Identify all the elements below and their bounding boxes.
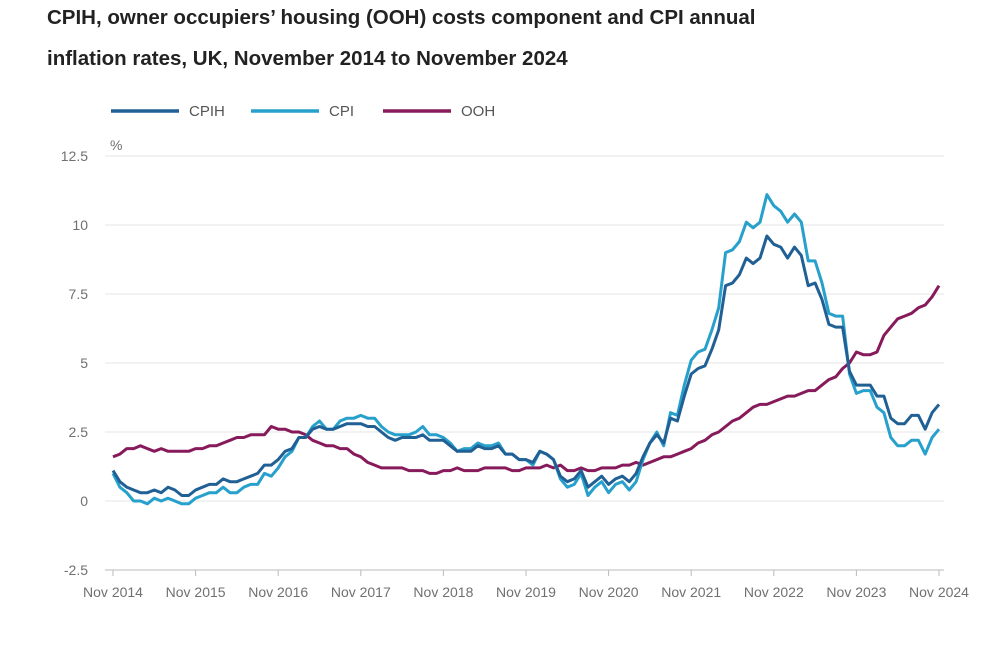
x-tick-label: Nov 2014 xyxy=(83,584,143,600)
y-tick-label: 12.5 xyxy=(61,148,88,164)
y-tick-label: 10 xyxy=(72,217,88,233)
y-tick-label: 7.5 xyxy=(69,286,89,302)
x-tick-label: Nov 2024 xyxy=(909,584,969,600)
y-tick-label: 2.5 xyxy=(69,424,89,440)
y-tick-label: 0 xyxy=(80,493,88,509)
x-tick-label: Nov 2023 xyxy=(826,584,886,600)
series-line-ooh xyxy=(112,284,941,475)
x-tick-label: Nov 2020 xyxy=(579,584,639,600)
series-line-cpih xyxy=(111,234,941,497)
x-tick-label: Nov 2017 xyxy=(331,584,391,600)
chart-title-line-1: CPIH, owner occupiers’ housing (OOH) cos… xyxy=(47,6,756,29)
x-tick-label: Nov 2016 xyxy=(248,584,308,600)
y-tick-label: -2.5 xyxy=(64,562,88,578)
legend-label-ooh: OOH xyxy=(461,103,495,120)
x-tick-label: Nov 2018 xyxy=(413,584,473,600)
legend-label-cpi: CPI xyxy=(329,103,354,120)
x-tick-label: Nov 2015 xyxy=(166,584,226,600)
series-line-cpi xyxy=(111,193,941,506)
y-tick-label: 5 xyxy=(80,355,88,371)
y-axis-unit-label: % xyxy=(110,137,122,153)
legend-label-cpih: CPIH xyxy=(189,103,225,120)
x-tick-label: Nov 2021 xyxy=(661,584,721,600)
x-tick-label: Nov 2022 xyxy=(744,584,804,600)
x-tick-label: Nov 2019 xyxy=(496,584,556,600)
chart-title-line-2: inflation rates, UK, November 2014 to No… xyxy=(47,47,568,70)
